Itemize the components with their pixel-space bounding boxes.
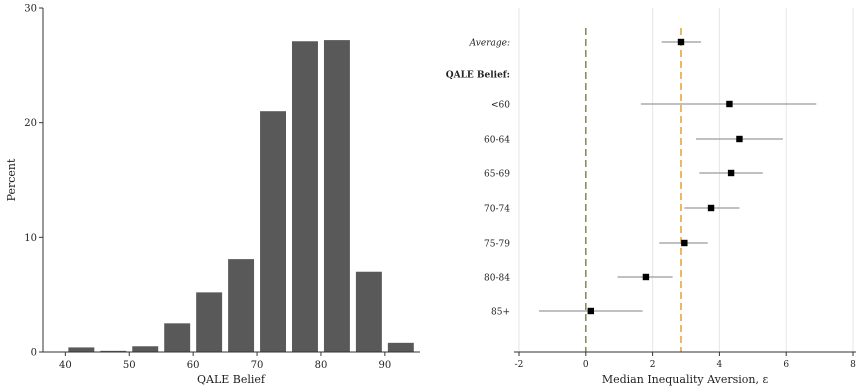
histogram-bar [68, 347, 95, 352]
x-tick-label: 50 [123, 360, 136, 371]
x-tick-label: 8 [850, 360, 856, 370]
x-tick-label: -2 [515, 360, 524, 370]
x-tick-label: 6 [783, 360, 789, 370]
histogram-bar [132, 346, 159, 352]
row-label: 65-69 [484, 170, 510, 180]
histogram-bar [292, 41, 318, 353]
x-axis-title: QALE Belief [197, 373, 266, 386]
x-tick-label: 40 [59, 360, 72, 371]
estimate-marker [726, 100, 733, 108]
histogram-bar [164, 323, 191, 352]
estimate-marker [727, 169, 735, 177]
histogram-bar [228, 259, 255, 352]
estimate-marker [677, 38, 685, 46]
y-tick-label: 30 [24, 4, 37, 15]
coefficient-plot: Average: QALE Belief: <60 60-64 65-69 70-74 75… [446, 8, 856, 386]
histogram-bar [100, 350, 127, 352]
row-label: 85+ [491, 308, 510, 318]
y-axis-title: Percent [5, 158, 18, 201]
group-heading: QALE Belief: [446, 71, 510, 81]
estimate-marker [681, 239, 688, 247]
row-label: <60 [491, 101, 510, 111]
row-label: 80-84 [484, 274, 510, 284]
reference-lines [585, 28, 682, 352]
x-axis-title: Median Inequality Aversion, ε [602, 373, 769, 386]
row-label: 70-74 [484, 205, 510, 215]
histogram-chart: 0 10 20 30 40 50 60 70 80 90 QALE Belief Percent [5, 4, 420, 386]
histogram-bar [355, 271, 382, 352]
x-tick-label: 90 [378, 360, 391, 371]
estimate-marker [707, 204, 715, 212]
x-tick-label: 60 [187, 360, 200, 371]
estimate-marker [736, 135, 743, 143]
histogram-bars [68, 40, 414, 353]
x-tick-label: 70 [251, 360, 264, 371]
histogram-bar [323, 40, 350, 353]
row-labels: Average: QALE Belief: <60 60-64 65-69 70-74 75… [446, 39, 511, 318]
estimate-marker [642, 273, 650, 281]
estimate-markers [587, 38, 743, 315]
row-label: 60-64 [484, 136, 510, 146]
x-tick-label: 0 [583, 360, 589, 370]
x-tick-label: 2 [650, 360, 656, 370]
x-ticks: -2 0 2 4 6 8 [515, 352, 856, 370]
histogram-bar [387, 342, 414, 352]
row-label: 75-79 [484, 240, 510, 250]
gridlines [518, 8, 854, 352]
y-tick-label: 10 [24, 233, 37, 244]
x-tick-label: 80 [315, 360, 328, 371]
y-tick-label: 20 [24, 118, 37, 129]
x-ticks: 40 50 60 70 80 90 [59, 352, 391, 371]
estimate-marker [587, 307, 595, 315]
x-tick-label: 4 [717, 360, 723, 370]
histogram-bar [260, 111, 287, 352]
row-label: Average: [469, 39, 510, 49]
histogram-bar [196, 292, 223, 352]
y-tick-label: 0 [31, 348, 37, 359]
y-ticks: 0 10 20 30 [24, 4, 43, 359]
